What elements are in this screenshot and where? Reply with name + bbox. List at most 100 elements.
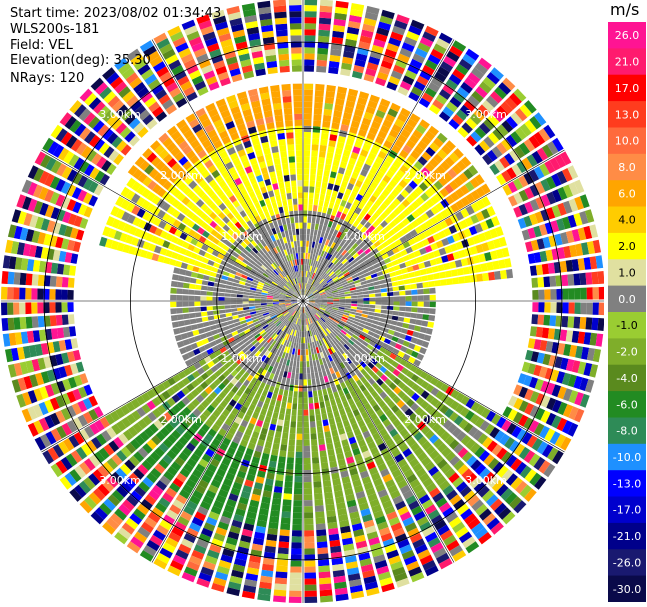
range-gate — [114, 57, 128, 70]
range-gate — [261, 322, 268, 328]
range-gate — [7, 287, 14, 300]
range-gate — [262, 312, 270, 316]
range-gate — [270, 283, 277, 288]
range-gate — [356, 215, 363, 223]
range-gate — [375, 77, 387, 87]
range-gate — [533, 364, 542, 377]
range-gate — [429, 287, 436, 294]
range-gate — [431, 169, 442, 180]
range-gate — [371, 259, 379, 265]
range-gate — [175, 425, 186, 435]
range-gate — [410, 244, 419, 252]
range-gate — [388, 129, 399, 139]
range-gate — [333, 302, 340, 305]
range-gate — [427, 321, 435, 328]
range-gate — [228, 493, 239, 502]
range-gate — [179, 124, 191, 135]
range-gate — [333, 153, 342, 161]
range-gate — [229, 399, 237, 407]
range-gate — [339, 464, 348, 473]
range-gate — [237, 425, 246, 434]
range-gate — [242, 301, 249, 304]
range-gate — [275, 381, 281, 389]
range-gate — [494, 86, 507, 100]
range-gate — [266, 216, 273, 224]
range-gate — [290, 287, 295, 293]
range-gate — [209, 242, 217, 250]
range-gate — [439, 404, 449, 415]
range-gate — [283, 269, 288, 276]
range-gate — [373, 240, 381, 248]
range-gate — [319, 144, 327, 152]
range-gate — [352, 146, 361, 155]
range-gate — [139, 230, 149, 240]
range-gate — [289, 427, 296, 434]
range-gate — [7, 364, 17, 378]
range-gate — [263, 238, 270, 246]
range-gate — [421, 340, 430, 348]
range-gate — [512, 178, 524, 191]
range-gate — [80, 145, 93, 159]
range-gate — [439, 271, 447, 279]
range-gate — [319, 577, 332, 585]
range-gate — [285, 469, 294, 476]
range-gate — [472, 234, 481, 245]
range-gate — [202, 274, 210, 281]
range-gate — [376, 224, 384, 232]
range-gate — [397, 458, 408, 468]
range-gate — [218, 366, 227, 374]
range-gate — [216, 447, 226, 457]
range-gate — [326, 152, 334, 160]
range-gate — [374, 285, 381, 290]
range-gate — [16, 346, 25, 360]
range-gate — [339, 303, 346, 306]
range-gate — [399, 333, 407, 340]
range-gate — [190, 342, 198, 350]
range-gate — [331, 274, 338, 280]
range-gate — [375, 297, 382, 301]
range-gate — [232, 455, 242, 465]
range-gate — [40, 154, 52, 168]
range-gate — [413, 359, 422, 367]
range-gate — [579, 393, 590, 408]
range-gate — [256, 271, 263, 277]
range-gate — [289, 578, 302, 585]
range-gate — [381, 342, 389, 349]
range-gate — [206, 306, 213, 311]
range-gate — [345, 561, 359, 570]
range-gate — [218, 130, 229, 140]
range-gate — [377, 571, 392, 581]
range-gate — [291, 302, 298, 306]
range-gate — [326, 515, 337, 524]
range-gate — [362, 268, 370, 274]
range-gate — [416, 206, 425, 216]
range-gate — [429, 258, 437, 266]
range-gate — [244, 428, 253, 437]
range-gate — [324, 400, 331, 408]
range-gate — [317, 333, 322, 340]
range-gate — [412, 416, 422, 427]
range-gate — [384, 207, 393, 216]
range-gate — [402, 273, 410, 280]
range-gate — [166, 397, 176, 407]
range-gate — [133, 508, 146, 521]
range-gate — [284, 284, 290, 290]
range-gate — [540, 380, 550, 393]
range-gate — [371, 347, 379, 354]
range-gate — [282, 310, 289, 316]
range-gate — [357, 295, 364, 298]
range-gate — [378, 65, 391, 75]
range-gate — [438, 247, 447, 256]
range-gate — [102, 522, 116, 535]
range-gate — [248, 298, 255, 301]
range-gate — [292, 512, 302, 519]
range-gate — [254, 222, 261, 230]
range-gate — [509, 92, 522, 106]
range-gate — [281, 270, 287, 277]
range-gate — [393, 306, 400, 311]
range-gate — [390, 70, 403, 80]
range-gate — [267, 329, 273, 335]
range-gate — [423, 301, 430, 307]
range-gate — [230, 255, 237, 262]
range-gate — [108, 228, 117, 239]
